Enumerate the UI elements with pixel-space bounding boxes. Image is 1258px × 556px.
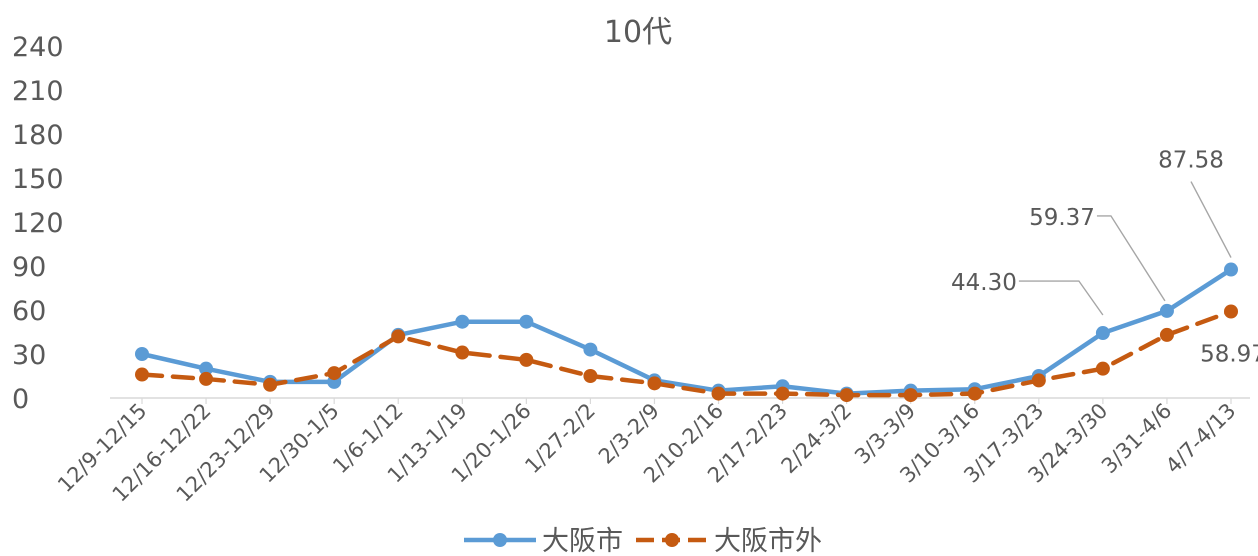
data-point — [1224, 304, 1238, 319]
label-leader-line — [1190, 181, 1232, 258]
label-leader-line — [1096, 215, 1166, 302]
data-point — [455, 345, 470, 360]
data-point — [199, 361, 214, 376]
legend-item-2: 大阪市外 — [636, 526, 822, 556]
legend-marker — [665, 533, 679, 547]
data-point — [967, 386, 982, 401]
data-label-leaders — [1018, 181, 1232, 316]
legend-item-1: 大阪市 — [464, 526, 623, 556]
data-point — [1159, 303, 1174, 318]
data-point — [775, 386, 790, 401]
data-point — [1224, 262, 1238, 277]
data-point — [263, 377, 278, 392]
series-layer — [135, 262, 1238, 403]
legend-label: 大阪市 — [542, 526, 623, 556]
data-point — [327, 366, 342, 381]
x-tick-label: 2/24-3/2 — [777, 399, 857, 479]
data-label: 87.58 — [1158, 148, 1224, 174]
y-tick-label: 120 — [12, 208, 64, 239]
y-tick-label: 30 — [12, 340, 46, 371]
y-tick-label: 240 — [12, 32, 64, 63]
y-axis: 0 30 60 90 120 150 180 210 240 — [12, 32, 64, 415]
x-tick-label: 1/27-2/2 — [520, 399, 600, 479]
series-line — [139, 309, 1234, 398]
data-point — [455, 314, 470, 329]
data-point — [391, 329, 406, 344]
data-point — [199, 371, 214, 386]
legend: 大阪市 大阪市外 — [464, 526, 822, 556]
y-tick-label: 210 — [12, 76, 64, 107]
data-point — [1031, 373, 1046, 388]
legend-label: 大阪市外 — [714, 526, 822, 556]
series-2 — [135, 304, 1238, 403]
data-label: 44.30 — [951, 270, 1017, 296]
data-labels: 44.30 59.37 87.58 58.97 — [951, 148, 1258, 368]
y-tick-label: 60 — [12, 296, 46, 327]
data-point — [519, 314, 534, 329]
x-tick-label: 4/7-4/13 — [1161, 399, 1241, 479]
legend-marker — [493, 533, 507, 547]
y-tick-label: 180 — [12, 120, 64, 151]
y-tick-label: 90 — [12, 252, 46, 283]
x-tick-label: 3/31-4/6 — [1097, 399, 1177, 479]
data-label: 58.97 — [1200, 342, 1258, 368]
data-point — [519, 352, 534, 367]
data-point — [135, 367, 149, 382]
data-point — [1159, 327, 1174, 342]
chart-title: 10代 — [604, 15, 672, 50]
data-point — [647, 376, 662, 391]
data-point — [903, 388, 918, 403]
y-tick-label: 0 — [12, 384, 29, 415]
data-point — [839, 388, 854, 403]
label-leader-line — [1018, 280, 1104, 316]
data-point — [135, 347, 149, 361]
series-line — [139, 267, 1234, 396]
x-axis: 12/9-12/1512/16-12/2212/23-12/2912/30-1/… — [53, 398, 1241, 506]
data-point — [711, 386, 726, 401]
data-point — [1095, 361, 1110, 376]
data-label: 59.37 — [1029, 205, 1095, 231]
data-point — [1095, 326, 1110, 341]
data-point — [583, 369, 598, 383]
data-point — [583, 342, 598, 357]
y-tick-label: 150 — [12, 164, 64, 195]
